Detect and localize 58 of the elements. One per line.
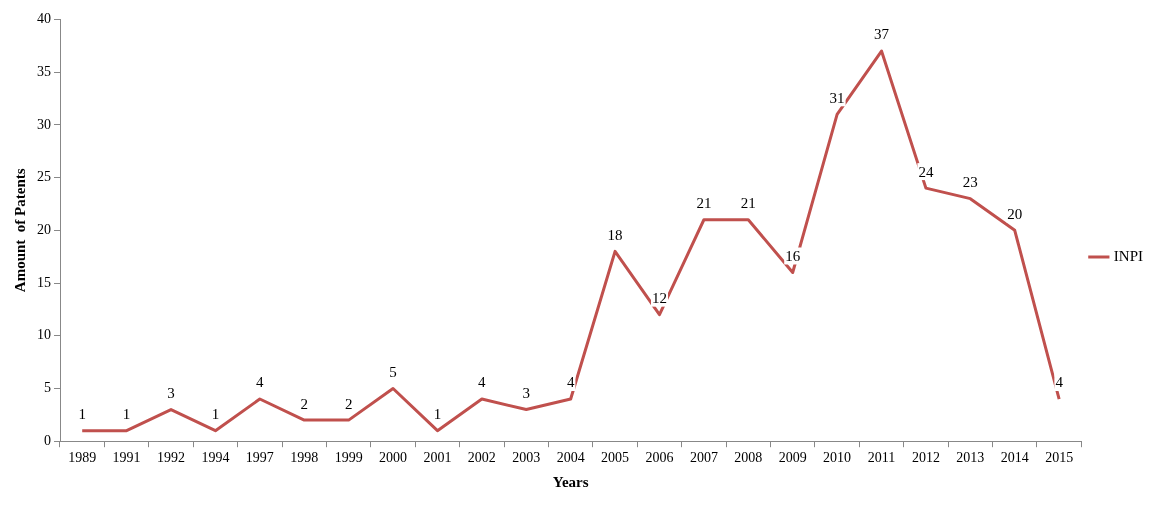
y-axis-title: Amount of Patents [11,168,28,293]
data-label: 2 [344,395,353,412]
x-axis-title: Years [552,473,589,490]
data-label: 21 [696,195,712,212]
x-tick-label: 2009 [778,450,807,466]
y-tick-label: 0 [44,432,51,448]
x-tick-label: 2002 [467,450,496,466]
y-tick-label: 35 [37,63,51,79]
data-label: 1 [122,406,131,423]
x-tick-label: 2007 [689,450,718,466]
x-tick-label: 2006 [645,450,674,466]
x-tick-label: 1992 [157,450,186,466]
x-tick-label: 2001 [423,450,452,466]
x-tick-label: 1998 [290,450,319,466]
data-label: 1 [211,406,220,423]
x-tick-label: 1999 [334,450,363,466]
x-tick-label: 1997 [245,450,274,466]
data-label: 21 [740,195,756,212]
data-label: 4 [478,374,487,391]
x-tick-label: 2015 [1045,450,1074,466]
legend-label: INPI [1113,247,1144,264]
y-tick-label: 30 [37,116,51,132]
data-label: 12 [651,290,667,307]
data-label: 24 [918,163,934,180]
data-label: 4 [566,374,575,391]
x-tick-label: 2004 [556,450,585,466]
data-label: 3 [167,385,175,401]
x-tick-label: 2008 [734,450,763,466]
data-label: 4 [256,374,265,391]
x-tick-label: 1989 [68,450,97,466]
data-label: 16 [785,247,801,264]
y-tick-label: 25 [37,169,51,185]
data-label: 23 [962,174,978,191]
y-tick-label: 20 [37,221,51,237]
data-label: 4 [1055,374,1064,391]
data-label: 5 [389,363,397,380]
data-label: 1 [433,406,442,423]
data-label: 20 [1007,205,1023,222]
x-tick-label: 2010 [823,450,852,466]
data-label: 2 [300,395,308,412]
y-tick-label: 15 [37,274,51,290]
data-label: 1 [78,406,86,423]
x-tick-label: 2000 [379,450,408,466]
x-tick-label: 2011 [867,450,896,466]
x-tick-label: 2005 [601,450,630,466]
y-tick-label: 5 [44,380,51,396]
y-tick-label: 10 [37,327,51,343]
x-tick-label: 2003 [512,450,541,466]
x-tick-label: 2014 [1000,450,1029,466]
data-label: 3 [522,385,531,401]
x-tick-label: 2012 [911,450,940,466]
x-tick-label: 1991 [112,450,141,466]
y-tick-label: 40 [37,11,51,27]
x-tick-label: 1994 [201,450,230,466]
data-label: 31 [829,89,845,106]
data-label: 18 [607,226,623,243]
x-tick-label: 2013 [956,450,985,466]
data-label: 37 [874,26,890,43]
